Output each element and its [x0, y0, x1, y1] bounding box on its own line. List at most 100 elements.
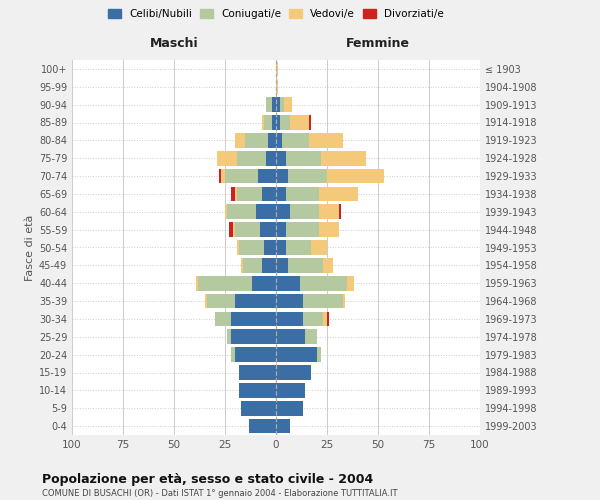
- Bar: [235, 348, 276, 362]
- Bar: [237, 240, 239, 255]
- Text: Femmine: Femmine: [346, 37, 410, 50]
- Bar: [308, 133, 343, 148]
- Bar: [237, 151, 266, 166]
- Bar: [244, 258, 262, 272]
- Bar: [266, 98, 272, 112]
- Bar: [260, 222, 276, 237]
- Bar: [262, 258, 276, 272]
- Bar: [276, 383, 305, 398]
- Bar: [227, 204, 256, 219]
- Bar: [219, 168, 221, 184]
- Bar: [231, 312, 276, 326]
- Bar: [282, 133, 308, 148]
- Bar: [235, 222, 260, 237]
- Bar: [257, 168, 276, 184]
- Legend: Celibi/Nubili, Coniugati/e, Vedovi/e, Divorziati/e: Celibi/Nubili, Coniugati/e, Vedovi/e, Di…: [104, 5, 448, 24]
- Bar: [262, 115, 264, 130]
- Bar: [339, 204, 341, 219]
- Bar: [239, 383, 276, 398]
- Bar: [272, 98, 276, 112]
- Bar: [276, 330, 305, 344]
- Bar: [276, 151, 286, 166]
- Bar: [280, 98, 284, 112]
- Bar: [264, 240, 276, 255]
- Bar: [239, 365, 276, 380]
- Bar: [215, 312, 231, 326]
- Y-axis label: Fasce di età: Fasce di età: [25, 214, 35, 280]
- Bar: [276, 240, 286, 255]
- Bar: [302, 294, 343, 308]
- Bar: [276, 294, 302, 308]
- Bar: [276, 258, 288, 272]
- Bar: [235, 294, 276, 308]
- Bar: [276, 222, 286, 237]
- Bar: [276, 401, 302, 415]
- Bar: [317, 348, 321, 362]
- Bar: [245, 133, 268, 148]
- Bar: [288, 258, 323, 272]
- Bar: [268, 133, 276, 148]
- Bar: [276, 186, 286, 201]
- Bar: [276, 204, 290, 219]
- Bar: [301, 276, 347, 290]
- Bar: [323, 258, 333, 272]
- Bar: [319, 186, 358, 201]
- Bar: [288, 168, 327, 184]
- Bar: [256, 204, 276, 219]
- Bar: [235, 133, 245, 148]
- Bar: [229, 222, 233, 237]
- Bar: [276, 419, 290, 434]
- Bar: [323, 312, 327, 326]
- Bar: [286, 186, 319, 201]
- Bar: [235, 186, 237, 201]
- Bar: [276, 133, 282, 148]
- Bar: [196, 276, 199, 290]
- Bar: [276, 115, 280, 130]
- Bar: [321, 151, 366, 166]
- Bar: [231, 186, 235, 201]
- Bar: [266, 151, 276, 166]
- Text: Maschi: Maschi: [149, 37, 199, 50]
- Text: Popolazione per età, sesso e stato civile - 2004: Popolazione per età, sesso e stato civil…: [42, 472, 373, 486]
- Bar: [237, 186, 262, 201]
- Bar: [286, 240, 311, 255]
- Bar: [221, 168, 225, 184]
- Bar: [231, 348, 235, 362]
- Bar: [205, 294, 206, 308]
- Bar: [276, 168, 288, 184]
- Bar: [276, 80, 278, 94]
- Bar: [262, 186, 276, 201]
- Bar: [233, 222, 235, 237]
- Bar: [276, 62, 278, 76]
- Bar: [286, 222, 319, 237]
- Bar: [276, 276, 301, 290]
- Bar: [206, 294, 235, 308]
- Bar: [217, 151, 237, 166]
- Bar: [302, 312, 323, 326]
- Bar: [250, 419, 276, 434]
- Bar: [347, 276, 353, 290]
- Bar: [231, 330, 276, 344]
- Bar: [343, 294, 346, 308]
- Bar: [276, 365, 311, 380]
- Bar: [327, 312, 329, 326]
- Bar: [280, 115, 290, 130]
- Bar: [239, 240, 264, 255]
- Bar: [327, 168, 384, 184]
- Bar: [225, 168, 257, 184]
- Bar: [251, 276, 276, 290]
- Bar: [241, 258, 244, 272]
- Bar: [305, 330, 317, 344]
- Bar: [227, 330, 231, 344]
- Bar: [319, 222, 339, 237]
- Bar: [225, 204, 227, 219]
- Bar: [290, 115, 308, 130]
- Bar: [276, 312, 302, 326]
- Bar: [286, 151, 321, 166]
- Bar: [276, 348, 317, 362]
- Bar: [290, 204, 319, 219]
- Bar: [311, 240, 327, 255]
- Bar: [264, 115, 272, 130]
- Y-axis label: Anni di nascita: Anni di nascita: [597, 206, 600, 289]
- Bar: [308, 115, 311, 130]
